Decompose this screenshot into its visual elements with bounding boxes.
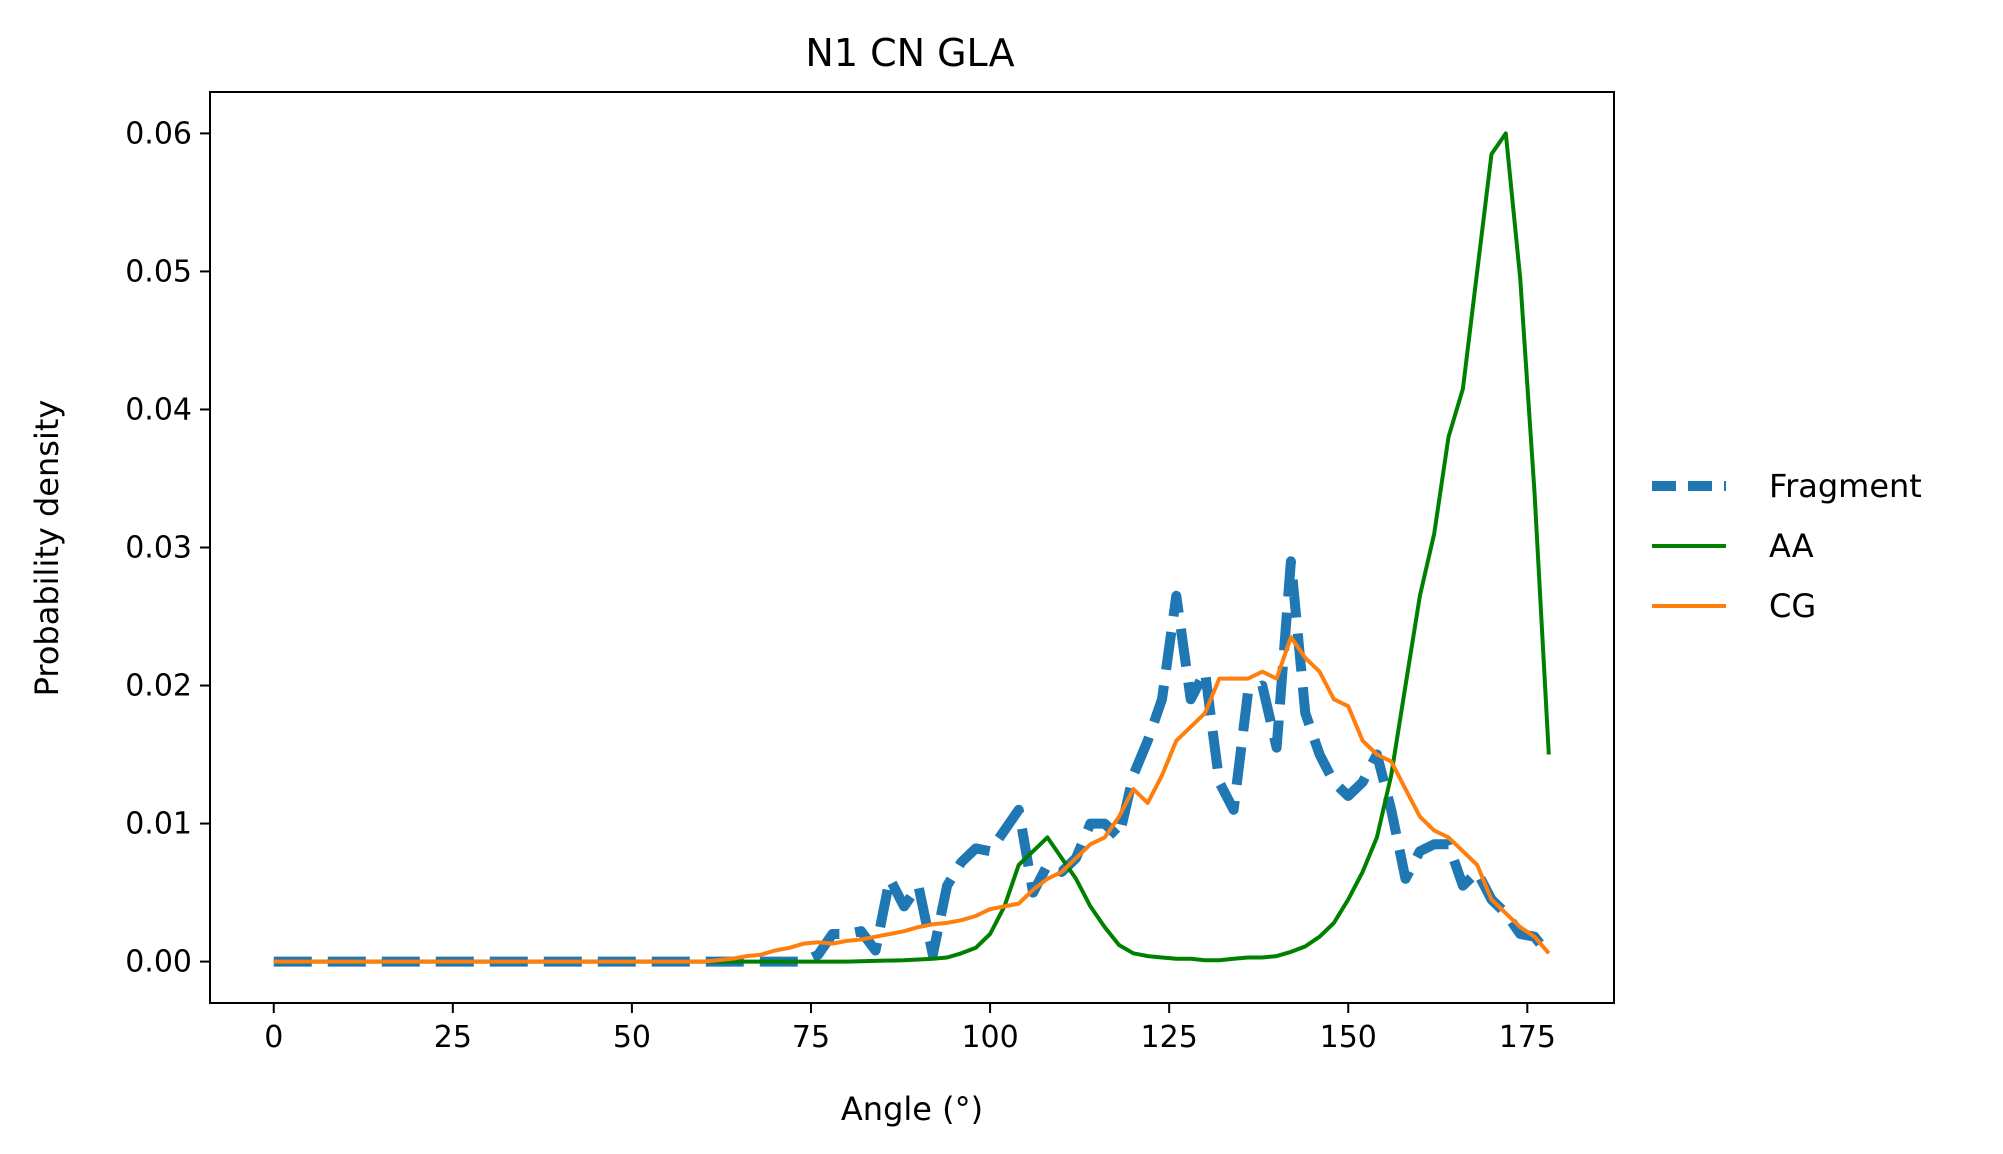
series-line-aa bbox=[273, 131, 1551, 964]
plot-lines bbox=[273, 131, 1553, 967]
y-axis: 0.00 0.01 0.02 0.03 0.04 0.05 0.06 bbox=[125, 116, 210, 980]
x-axis: 0 25 50 75 100 125 150 175 bbox=[264, 1003, 1556, 1055]
x-tick-label: 175 bbox=[1499, 1020, 1556, 1055]
x-axis-label: Angle (°) bbox=[841, 1090, 983, 1128]
series-line-fragment bbox=[273, 556, 1553, 967]
y-tick-label: 0.02 bbox=[125, 669, 192, 704]
y-tick-label: 0.00 bbox=[125, 945, 192, 980]
y-tick-label: 0.04 bbox=[125, 392, 192, 427]
x-tick-label: 150 bbox=[1320, 1020, 1377, 1055]
legend-label-cg: CG bbox=[1769, 587, 1816, 625]
chart-title: N1 CN GLA bbox=[805, 31, 1014, 75]
y-tick-label: 0.01 bbox=[125, 807, 192, 842]
x-tick-label: 100 bbox=[961, 1020, 1018, 1055]
series-line-cg bbox=[273, 635, 1551, 964]
legend: Fragment AA CG bbox=[1652, 467, 1922, 625]
y-axis-label: Probability density bbox=[28, 400, 66, 697]
x-tick-label: 75 bbox=[792, 1020, 830, 1055]
y-tick-label: 0.05 bbox=[125, 254, 192, 289]
x-tick-label: 50 bbox=[613, 1020, 651, 1055]
x-tick-label: 0 bbox=[264, 1020, 283, 1055]
legend-label-aa: AA bbox=[1769, 527, 1814, 565]
y-tick-label: 0.03 bbox=[125, 531, 192, 566]
x-tick-label: 125 bbox=[1141, 1020, 1198, 1055]
legend-label-fragment: Fragment bbox=[1769, 467, 1922, 505]
x-tick-label: 25 bbox=[434, 1020, 472, 1055]
y-tick-label: 0.06 bbox=[125, 116, 192, 151]
